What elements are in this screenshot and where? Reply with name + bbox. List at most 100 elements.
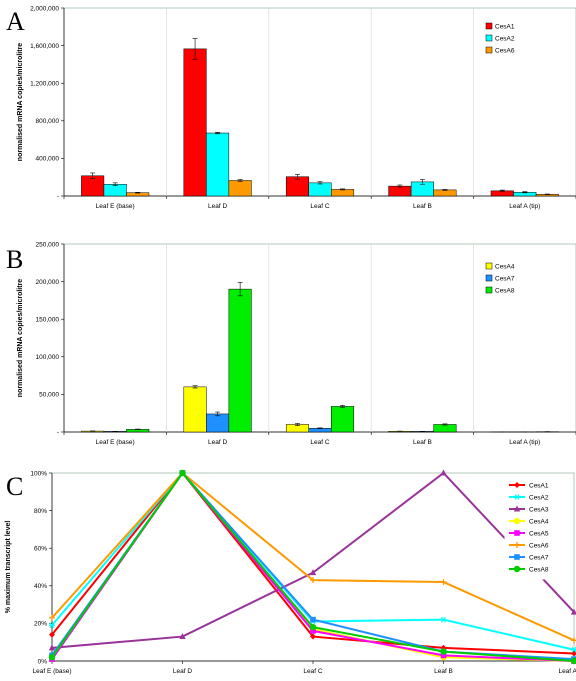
marker-circle — [309, 623, 317, 631]
marker-square — [310, 616, 316, 623]
y-tick-label: - — [57, 193, 59, 200]
chart-panel-c: C 0% 20% 40% 60% 80% 100% % maximum transcript … — [5, 469, 576, 675]
marker-diamond — [310, 633, 316, 640]
marker-diamond — [571, 650, 576, 657]
bar-cesa1 — [183, 48, 207, 197]
series-cesa3 — [48, 469, 576, 651]
legend-label: CesA6 — [529, 542, 549, 549]
bar-cesa6 — [228, 180, 252, 197]
x-tick-label: Leaf D — [208, 439, 227, 446]
legend-label: CesA6 — [495, 48, 515, 55]
x-tick-label: Leaf B — [434, 668, 453, 675]
marker-asterisk — [571, 646, 576, 653]
x-tick-label: Leaf D — [173, 668, 192, 675]
marker-plus — [514, 542, 520, 548]
marker-circle — [440, 648, 447, 655]
series-cesa8 — [48, 469, 576, 665]
legend-box — [504, 476, 570, 580]
marker-triangle — [179, 633, 186, 640]
y-tick-label: 0% — [38, 658, 48, 665]
bar-cesa6 — [331, 189, 355, 197]
legend-label: CesA2 — [495, 36, 515, 43]
bar-cesa8 — [433, 424, 457, 433]
legend-label: CesA1 — [529, 482, 549, 489]
y-tick-label: 100,000 — [36, 354, 60, 361]
marker-plus — [310, 577, 316, 584]
marker-diamond — [514, 482, 520, 488]
marker-plus — [49, 614, 55, 621]
marker-asterisk — [440, 616, 447, 623]
legend-label: CesA8 — [529, 566, 549, 573]
legend-swatch — [485, 22, 493, 30]
y-tick-label: 80% — [34, 508, 47, 515]
y-axis-label: normalised mRNA copies/microlitre — [17, 279, 24, 397]
marker-square — [440, 652, 447, 659]
panel-letter: B — [6, 245, 23, 274]
marker-square — [514, 554, 520, 560]
marker-triangle — [513, 505, 521, 512]
panel-letter: C — [6, 472, 23, 501]
bar-cesa7 — [206, 413, 230, 433]
y-axis-label: % maximum transcript level — [5, 521, 12, 614]
x-tick-label: Leaf E (base) — [32, 668, 71, 675]
bar-cesa4 — [183, 386, 207, 433]
y-tick-label: 100% — [30, 470, 47, 477]
bar-cesa1 — [388, 185, 412, 197]
plot-frame — [63, 243, 576, 433]
marker-triangle — [309, 569, 317, 576]
legend-swatch — [485, 286, 493, 294]
y-tick-label: 1,200,000 — [30, 81, 59, 88]
x-tick-label: Leaf A (tip) — [509, 203, 540, 210]
chart-panel-a: A - 400,000 800,000 1,200,000 1,600,000 2,000,… — [6, 5, 576, 210]
y-tick-label: 40% — [34, 583, 47, 590]
marker-circle — [570, 657, 576, 665]
panel-letter: A — [6, 7, 25, 36]
marker-plus — [440, 579, 447, 586]
legend-label: CesA4 — [495, 264, 515, 271]
marker-circle — [513, 517, 521, 525]
bar-cesa1 — [285, 176, 309, 197]
marker-triangle — [570, 608, 576, 615]
bar-cesa8 — [228, 288, 252, 433]
legend-label: CesA8 — [495, 288, 515, 295]
marker-square — [514, 530, 520, 536]
marker-diamond — [49, 631, 55, 638]
x-tick-label: Leaf B — [413, 439, 432, 446]
y-axis-label: normalised mRNA copies/microlitre — [17, 43, 24, 161]
x-tick-label: Leaf B — [413, 203, 432, 210]
y-tick-label: 20% — [34, 621, 47, 628]
bar-cesa2 — [308, 182, 332, 197]
legend-label: CesA7 — [529, 554, 549, 561]
marker-plus — [571, 637, 576, 644]
legend-label: CesA1 — [495, 24, 515, 31]
y-tick-label: 250,000 — [36, 241, 60, 248]
legend-swatch — [485, 34, 493, 42]
y-tick-label: 400,000 — [36, 156, 60, 163]
x-tick-label: Leaf A (tip) — [509, 439, 540, 446]
legend-label: CesA2 — [529, 494, 549, 501]
marker-square — [310, 628, 316, 634]
marker-circle — [48, 654, 56, 661]
marker-circle — [179, 469, 186, 477]
x-tick-label: Leaf E (base) — [96, 203, 135, 210]
y-tick-label: 1,600,000 — [30, 43, 59, 50]
y-tick-label: - — [57, 429, 59, 436]
y-tick-label: 150,000 — [36, 317, 60, 324]
marker-triangle — [48, 644, 56, 651]
legend-label: CesA3 — [529, 506, 549, 513]
x-tick-label: Leaf C — [310, 203, 329, 210]
marker-triangle — [440, 469, 447, 476]
bar-cesa6 — [433, 189, 457, 197]
legend-label: CesA4 — [529, 518, 549, 525]
marker-circle — [513, 565, 521, 573]
y-tick-label: 60% — [34, 546, 47, 553]
legend-swatch — [485, 46, 493, 54]
x-tick-label: Leaf C — [310, 439, 329, 446]
legend-label: CesA7 — [495, 276, 515, 283]
y-tick-label: 50,000 — [39, 392, 59, 399]
chart-panel-b: B - 50,000 100,000 150,000 200,000 250,000 norm… — [6, 241, 576, 446]
x-tick-label: Leaf A (tip) — [558, 668, 576, 675]
bar-cesa2 — [206, 132, 230, 197]
x-tick-label: Leaf C — [303, 668, 322, 675]
